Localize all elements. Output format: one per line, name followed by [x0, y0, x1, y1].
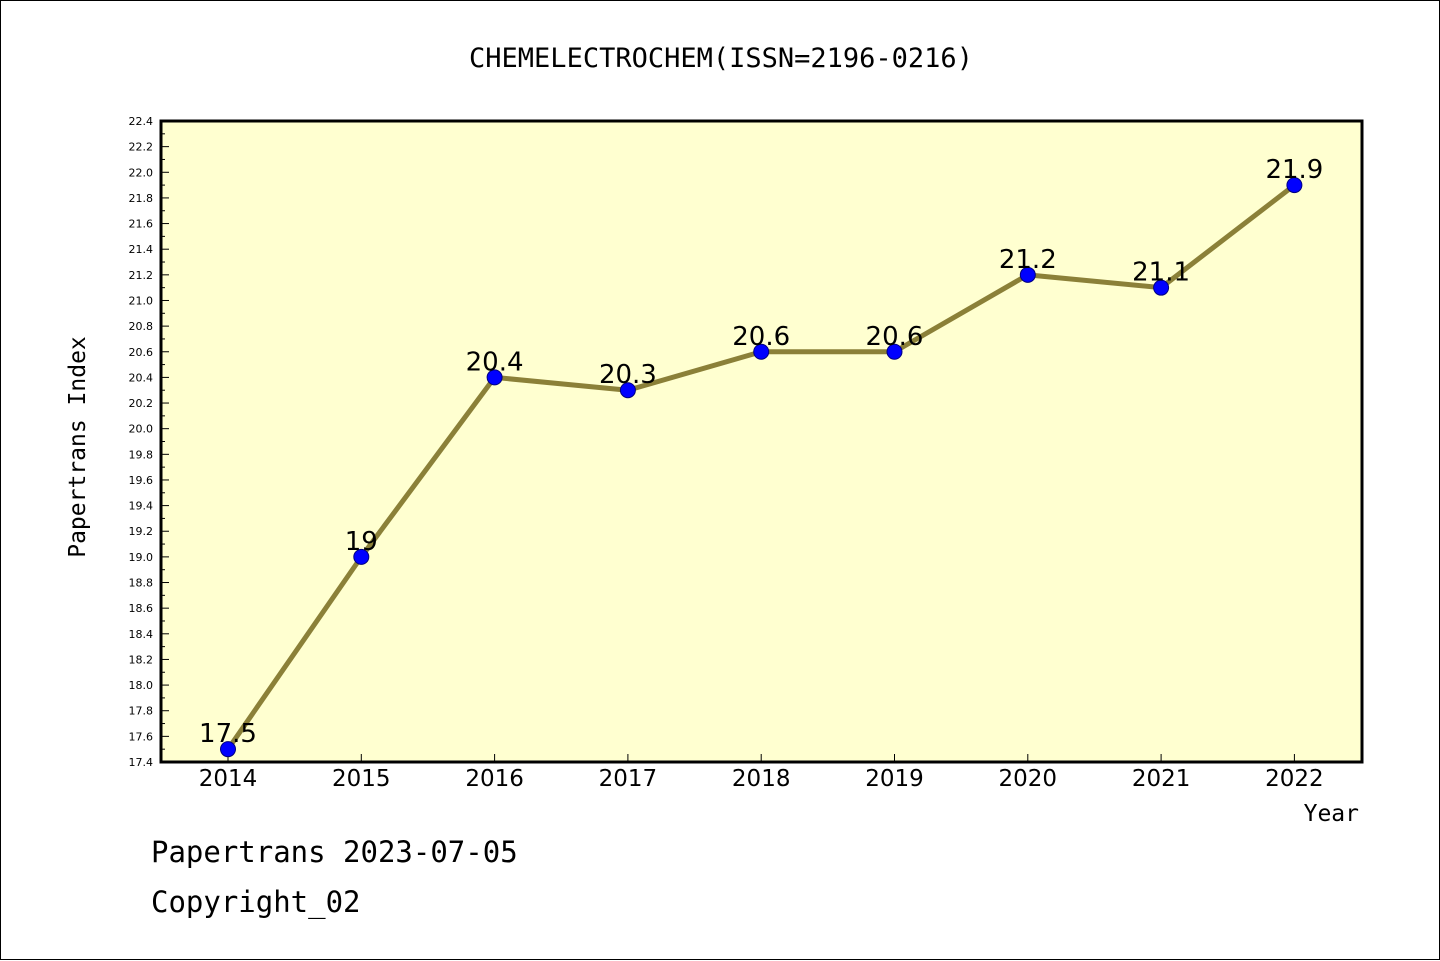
data-point	[886, 343, 903, 360]
data-label: 20.6	[732, 322, 790, 352]
y-tick-label: 19.6	[129, 474, 154, 487]
y-tick-label: 19.4	[129, 500, 154, 513]
y-tick-label: 18.2	[129, 653, 154, 666]
y-tick-label: 21.4	[129, 243, 154, 256]
x-tick-label: 2022	[1265, 766, 1324, 792]
data-point	[1019, 266, 1036, 283]
x-tick-label: 2016	[465, 766, 524, 792]
y-axis: 17.4 17.6 17.8 18.0 18.2 18.4 18.6 18.8 19.0 19.2…	[129, 115, 169, 769]
data-labels: 17.5 19 20.4 20.3 20.6 20.6 21.2 21.1 21.9	[199, 155, 1323, 749]
x-axis: 2014 2015 2016 2017 2018 2019 2020 2021 2022	[199, 754, 1324, 792]
y-tick-label: 18.0	[129, 679, 154, 692]
x-tick-label: 2017	[599, 766, 658, 792]
data-label: 20.6	[866, 322, 924, 352]
footer-date: Papertrans 2023-07-05	[151, 835, 518, 869]
x-tick-label: 2021	[1132, 766, 1191, 792]
footer-copyright: Copyright_02	[151, 885, 361, 919]
x-tick-label: 2015	[332, 766, 391, 792]
y-tick-label: 20.0	[129, 423, 154, 436]
data-point	[220, 741, 236, 758]
data-label: 21.9	[1265, 155, 1323, 185]
x-axis-label: Year	[1304, 801, 1359, 827]
y-tick-label: 21.0	[129, 294, 154, 307]
data-label: 21.1	[1132, 258, 1190, 288]
data-point	[1286, 177, 1303, 194]
y-tick-label: 20.4	[129, 371, 154, 384]
data-label: 21.2	[999, 245, 1057, 275]
data-point	[753, 343, 770, 360]
data-point	[353, 548, 370, 565]
y-tick-label: 18.4	[129, 628, 154, 641]
y-tick-label: 22.0	[129, 166, 154, 179]
y-tick-label: 19.8	[129, 448, 154, 461]
data-label: 20.4	[466, 347, 524, 377]
y-tick-label: 20.8	[129, 320, 154, 333]
y-tick-label: 19.2	[129, 525, 154, 538]
data-label: 20.3	[599, 360, 657, 390]
data-point	[619, 382, 636, 399]
y-axis-label: Papertrans Index	[65, 336, 91, 558]
chart-title: CHEMELECTROCHEM(ISSN=2196-0216)	[469, 43, 973, 74]
y-tick-label: 22.2	[129, 141, 154, 154]
y-tick-label: 19.0	[129, 551, 154, 564]
x-tick-label: 2014	[199, 766, 258, 792]
y-tick-label: 17.6	[129, 730, 154, 743]
y-tick-label: 20.6	[129, 346, 154, 359]
x-tick-label: 2020	[999, 766, 1058, 792]
y-tick-label: 17.8	[129, 705, 154, 718]
y-tick-label: 17.4	[129, 756, 154, 769]
data-point	[486, 369, 503, 386]
y-tick-label: 18.6	[129, 602, 154, 615]
y-tick-label: 18.8	[129, 577, 154, 590]
data-label: 17.5	[199, 719, 257, 749]
x-tick-label: 2018	[732, 766, 791, 792]
plot-area	[159, 119, 1364, 764]
y-tick-label: 21.6	[129, 218, 154, 231]
y-tick-label: 20.2	[129, 397, 154, 410]
x-tick-label: 2019	[865, 766, 924, 792]
y-tick-label: 22.4	[129, 115, 154, 128]
data-label: 19	[345, 527, 378, 557]
series-group	[220, 177, 1303, 758]
y-tick-label: 21.8	[129, 192, 154, 205]
data-point	[1153, 279, 1170, 296]
y-tick-label: 21.2	[129, 269, 154, 282]
